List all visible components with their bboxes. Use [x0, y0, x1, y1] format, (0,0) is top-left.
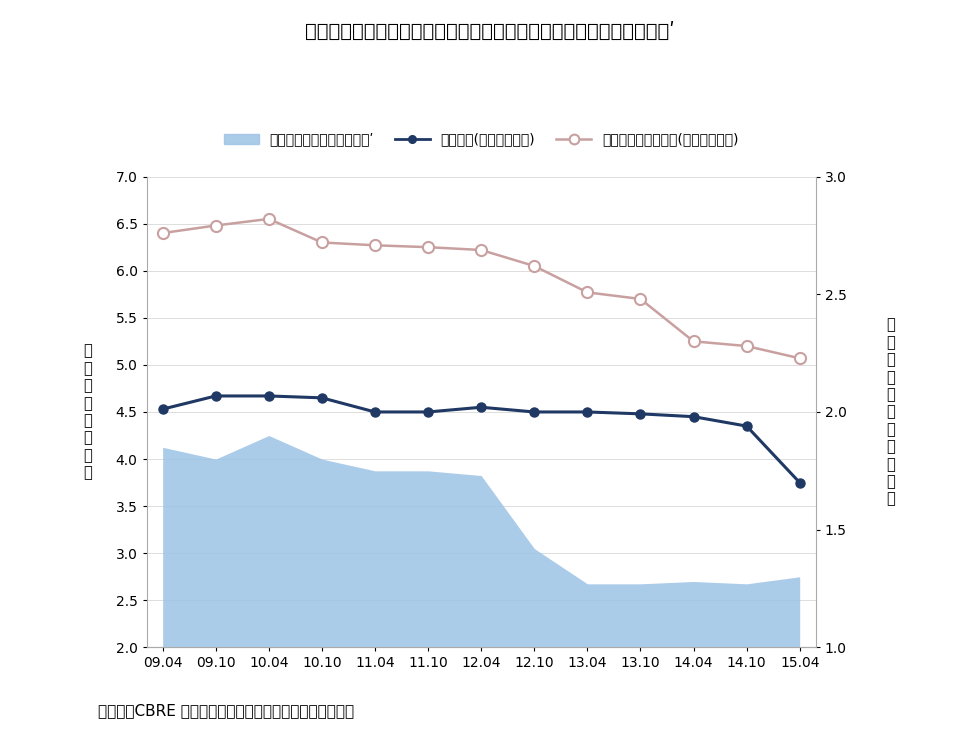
Y-axis label: 利
回
り
ス
プ
レ
ッ
ド
（
％
）: 利 回 り ス プ レ ッ ド （ ％ ）: [886, 318, 895, 506]
Legend: 物流・オフィススプレッドʹ, オフィス(東京・大手町), 物流マルチテナント(首都圏湾岸部): 物流・オフィススプレッドʹ, オフィス(東京・大手町), 物流マルチテナント(首…: [218, 127, 743, 152]
Text: 図表２：　物流利回りとオフィス利回り、物流・オフィススプレッドʹ: 図表２： 物流利回りとオフィス利回り、物流・オフィススプレッドʹ: [304, 22, 674, 41]
Y-axis label: 期
待
利
回
り
（
％
）: 期 待 利 回 り （ ％ ）: [83, 343, 92, 481]
Text: （出所）CBRE データをもとにニッセイ基礎研究所が作成: （出所）CBRE データをもとにニッセイ基礎研究所が作成: [98, 703, 354, 718]
